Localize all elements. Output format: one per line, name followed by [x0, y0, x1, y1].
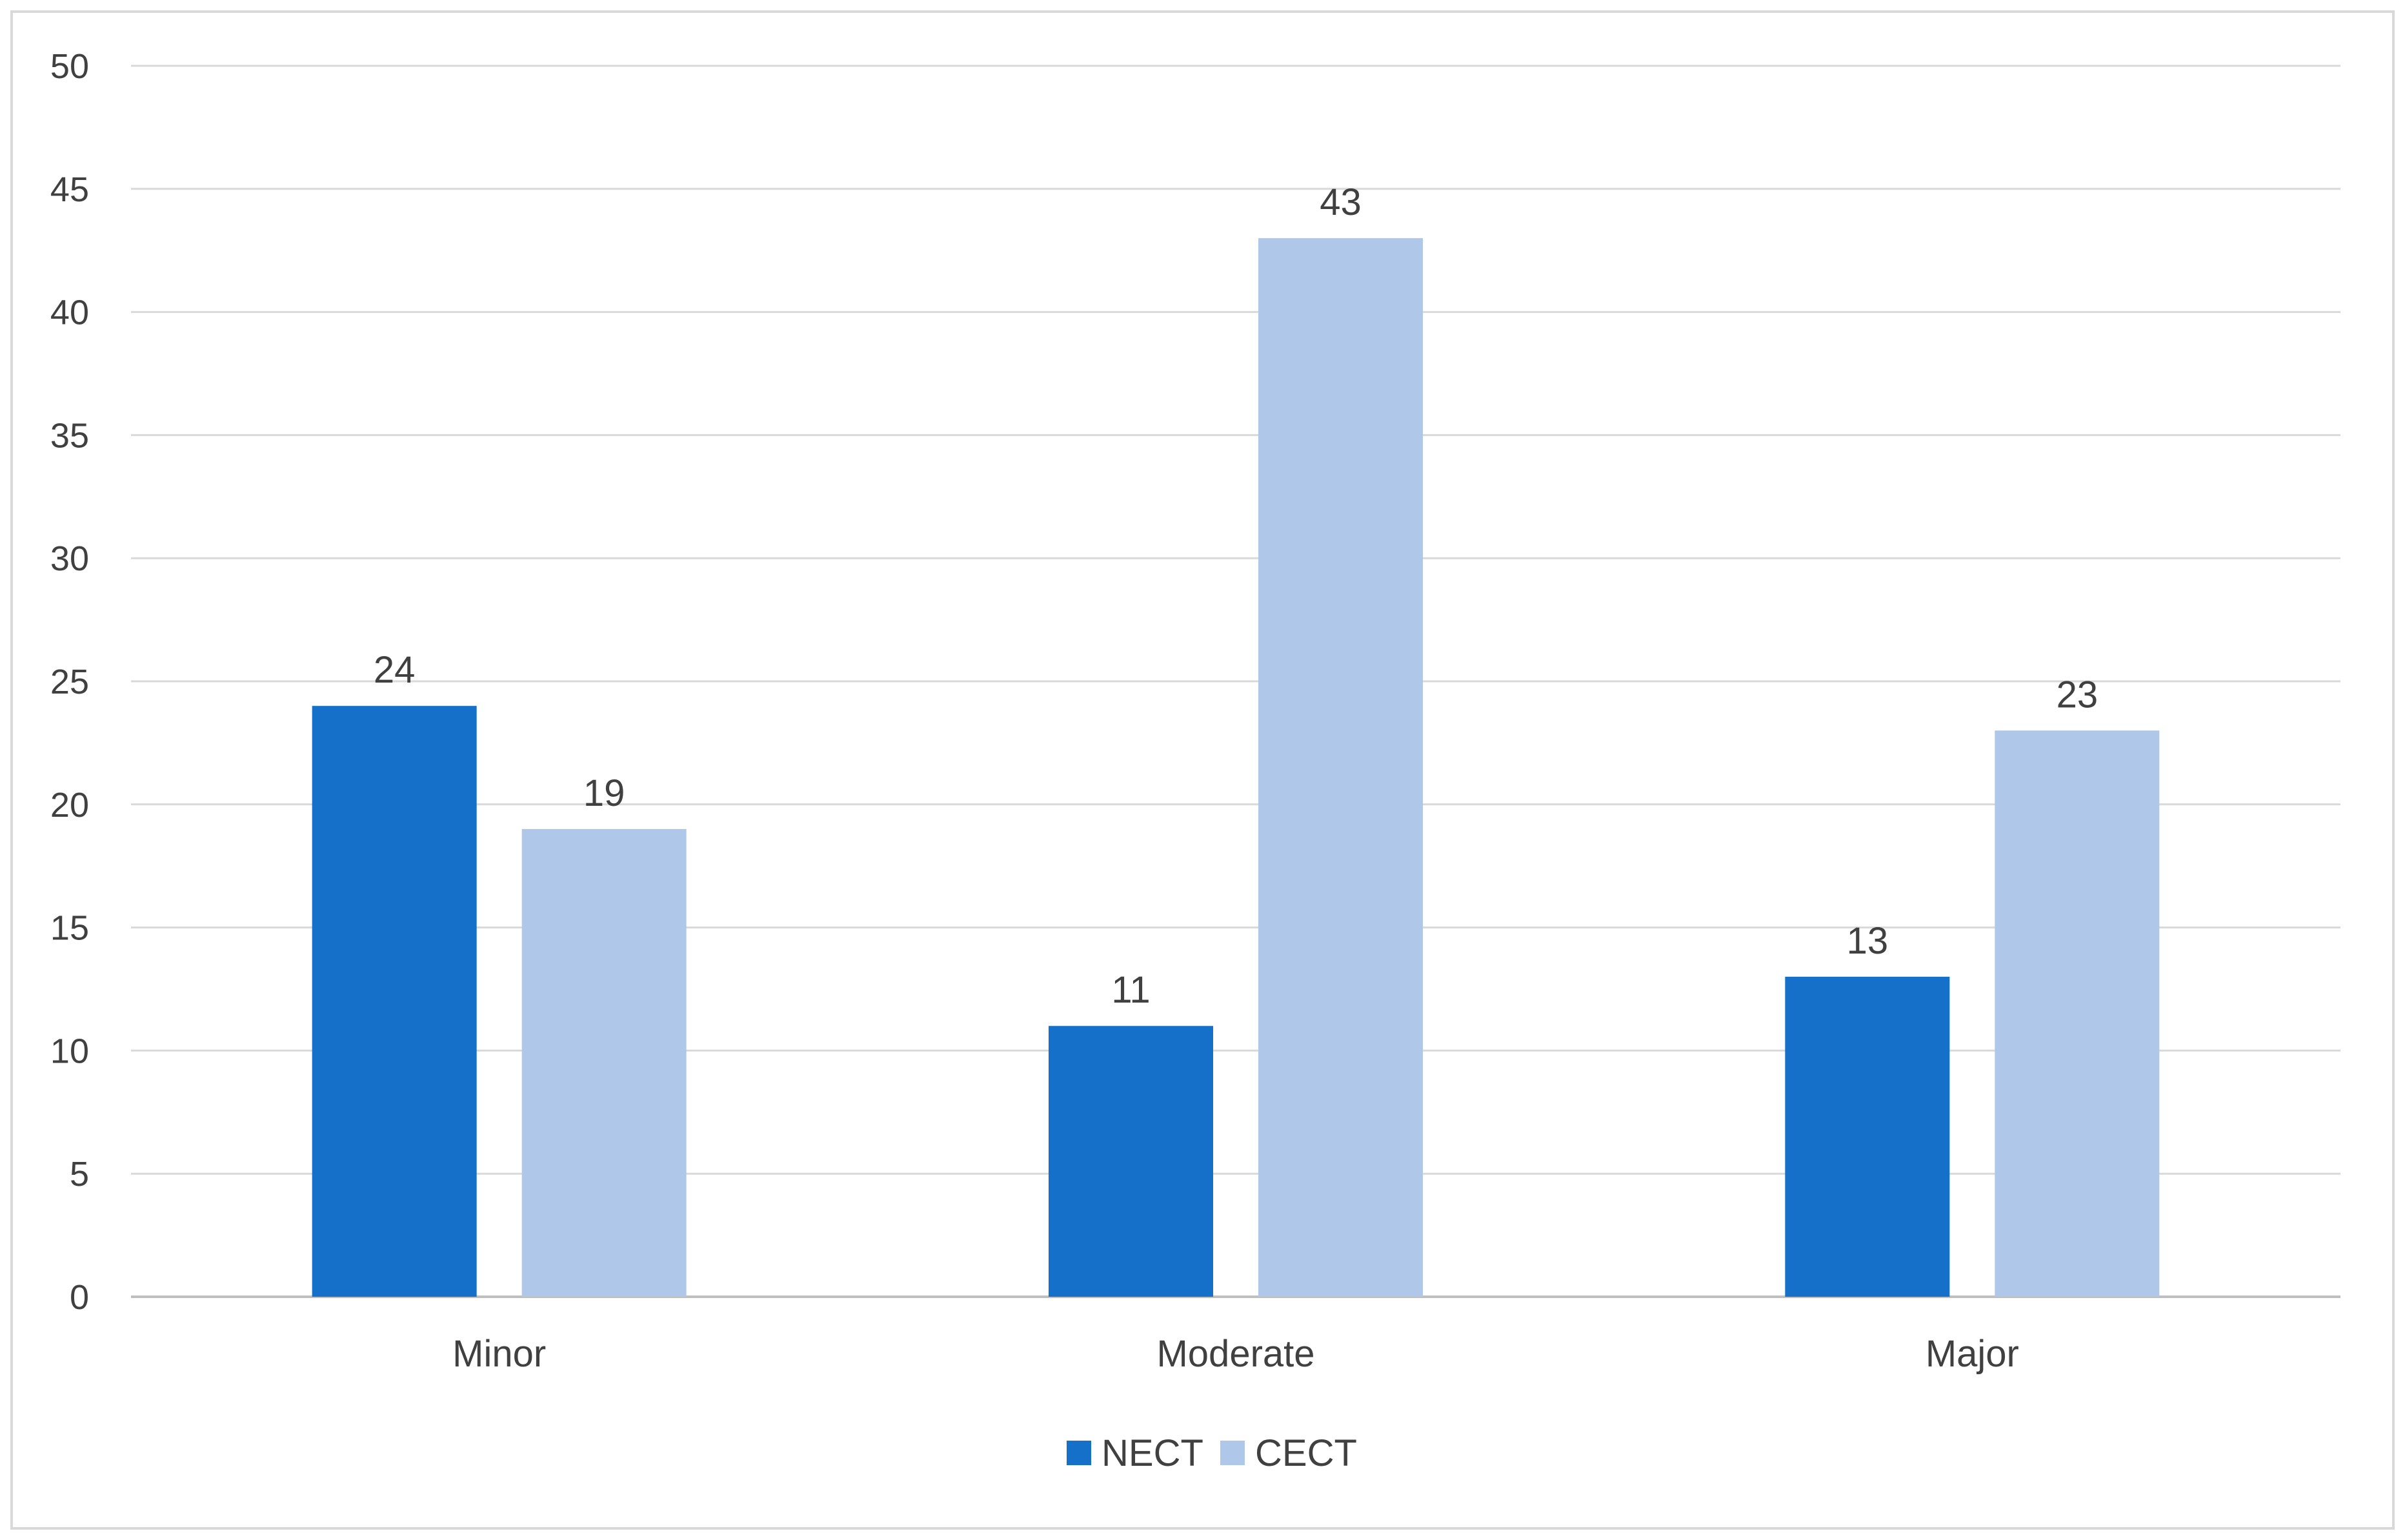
data-label: 19: [583, 772, 625, 814]
data-label: 13: [1847, 920, 1889, 962]
legend-label-nect: NECT: [1102, 1432, 1203, 1474]
data-labels: 24 19 11 43 13 23: [374, 181, 2098, 1011]
y-tick-label: 20: [50, 786, 89, 825]
bar-nect-major: [1785, 976, 1950, 1297]
bar-cect-major: [1995, 730, 2160, 1297]
y-tick-label: 5: [70, 1155, 89, 1194]
y-tick-label: 10: [50, 1032, 89, 1070]
y-tick-label: 50: [50, 47, 89, 86]
y-tick-label: 15: [50, 909, 89, 948]
bar-cect-minor: [521, 828, 687, 1297]
x-category-label: Major: [1926, 1333, 2019, 1375]
data-label: 43: [1320, 181, 1362, 223]
legend: NECT CECT: [1067, 1432, 1357, 1474]
y-tick-label: 30: [50, 539, 89, 578]
x-category-label: Moderate: [1156, 1333, 1314, 1375]
y-tick-label: 35: [50, 416, 89, 455]
legend-swatch-nect: [1067, 1441, 1091, 1465]
bar-cect-moderate: [1258, 238, 1423, 1297]
y-tick-label: 45: [50, 170, 89, 209]
y-tick-label: 40: [50, 294, 89, 332]
y-tick-label: 25: [50, 663, 89, 701]
bar-nect-moderate: [1049, 1026, 1213, 1297]
data-label: 24: [374, 649, 416, 691]
data-label: 23: [2057, 674, 2098, 715]
x-axis-category-labels: Minor Moderate Major: [452, 1333, 2019, 1375]
data-label: 11: [1111, 969, 1150, 1011]
legend-swatch-cect: [1220, 1441, 1245, 1465]
legend-label-cect: CECT: [1255, 1432, 1357, 1474]
x-category-label: Minor: [452, 1333, 546, 1375]
y-tick-label: 0: [70, 1278, 89, 1317]
gridlines: [131, 65, 2340, 1298]
bar-nect-minor: [312, 706, 477, 1297]
y-axis-tick-labels: 0 5 10 15 20 25 30 35 40 45 50: [50, 47, 89, 1317]
bars: [312, 238, 2160, 1297]
